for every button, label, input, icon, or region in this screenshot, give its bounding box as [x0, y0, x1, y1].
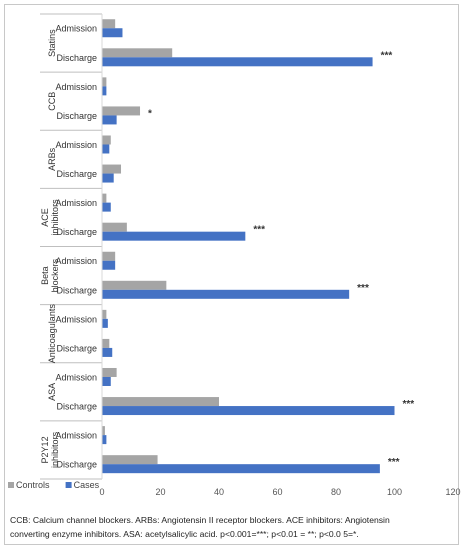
- figure-caption: CCB: Calcium channel blockers. ARBs: Ang…: [10, 513, 458, 541]
- x-tick-label: 80: [331, 487, 341, 497]
- bar-cases: [102, 435, 107, 445]
- group-label-line: inhibitors: [50, 431, 60, 468]
- legend-swatch-controls: [8, 482, 14, 488]
- category-label: Admission: [55, 24, 97, 34]
- bar-cases: [102, 115, 117, 125]
- legend-label-cases: Cases: [74, 480, 100, 490]
- caption-line-1: CCB: Calcium channel blockers. ARBs: Ang…: [10, 515, 390, 525]
- significance-marker: ***: [357, 283, 369, 294]
- group-label-line: P2Y12: [40, 436, 50, 463]
- group-label: Statins: [47, 29, 57, 57]
- category-label: Admission: [55, 82, 97, 92]
- bar-cases: [102, 318, 108, 328]
- bar-controls: [102, 135, 111, 145]
- bar-cases: [102, 406, 395, 416]
- bar-controls: [102, 251, 116, 261]
- bar-controls: [102, 164, 122, 174]
- group-label: ARBs: [47, 147, 57, 171]
- bar-cases: [102, 289, 350, 299]
- legend-swatch-cases: [65, 482, 72, 488]
- figure-frame: [4, 4, 459, 545]
- bar-cases: [102, 57, 373, 67]
- category-label: Discharge: [56, 111, 97, 121]
- bar-cases: [102, 144, 110, 154]
- bar-cases: [102, 260, 116, 270]
- group-label-line: blockers: [50, 258, 60, 292]
- bar-controls: [102, 77, 107, 87]
- bar-controls: [102, 397, 219, 407]
- caption-line-2: converting enzyme inhibitors. ASA: acety…: [10, 529, 359, 539]
- x-tick-label: 100: [387, 487, 402, 497]
- bar-cases: [102, 231, 246, 241]
- group-label: ASA: [47, 383, 57, 401]
- x-tick-label: 60: [272, 487, 282, 497]
- category-label: Discharge: [56, 402, 97, 412]
- group-label-line: Beta: [40, 266, 50, 285]
- bar-cases: [102, 28, 123, 38]
- x-tick-label: 40: [214, 487, 224, 497]
- bar-controls: [102, 338, 110, 348]
- bar-controls: [102, 367, 117, 377]
- x-tick-label: 20: [155, 487, 165, 497]
- legend-label-controls: Controls: [16, 480, 50, 490]
- group-label: P2Y12inhibitors: [40, 431, 60, 468]
- category-label: Admission: [55, 314, 97, 324]
- category-label: Admission: [55, 372, 97, 382]
- bar-controls: [102, 280, 167, 290]
- bar-cases: [102, 173, 114, 183]
- bar-controls: [102, 19, 116, 29]
- bar-controls: [102, 426, 105, 436]
- category-label: Discharge: [56, 53, 97, 63]
- bar-controls: [102, 222, 127, 232]
- significance-marker: ***: [381, 50, 393, 61]
- category-label: Admission: [55, 431, 97, 441]
- category-label: Admission: [55, 198, 97, 208]
- significance-marker: *: [148, 108, 152, 119]
- bar-cases: [102, 347, 113, 357]
- category-label: Discharge: [56, 285, 97, 295]
- significance-marker: ***: [403, 399, 415, 410]
- bar-controls: [102, 455, 158, 465]
- x-tick-label: 120: [445, 487, 460, 497]
- category-label: Discharge: [56, 343, 97, 353]
- bar-cases: [102, 464, 380, 474]
- category-label: Admission: [55, 140, 97, 150]
- group-label: CCB: [47, 92, 57, 111]
- significance-marker: ***: [388, 457, 400, 468]
- category-label: Admission: [55, 256, 97, 266]
- bar-controls: [102, 106, 141, 116]
- bar-cases: [102, 86, 107, 96]
- group-label: ACEinhibitors: [40, 199, 60, 236]
- group-label-line: inhibitors: [50, 199, 60, 236]
- category-label: Discharge: [56, 227, 97, 237]
- bar-cases: [102, 202, 111, 212]
- bar-cases: [102, 376, 111, 386]
- bar-controls: [102, 48, 173, 58]
- bar-controls: [102, 193, 107, 203]
- group-label: Anticoagulants: [47, 304, 57, 364]
- significance-marker: ***: [253, 225, 265, 236]
- group-label-line: ACE: [40, 208, 50, 227]
- category-label: Discharge: [56, 460, 97, 470]
- bar-controls: [102, 309, 107, 319]
- x-tick-label: 0: [99, 487, 104, 497]
- group-label: Betablockers: [40, 258, 60, 292]
- category-label: Discharge: [56, 169, 97, 179]
